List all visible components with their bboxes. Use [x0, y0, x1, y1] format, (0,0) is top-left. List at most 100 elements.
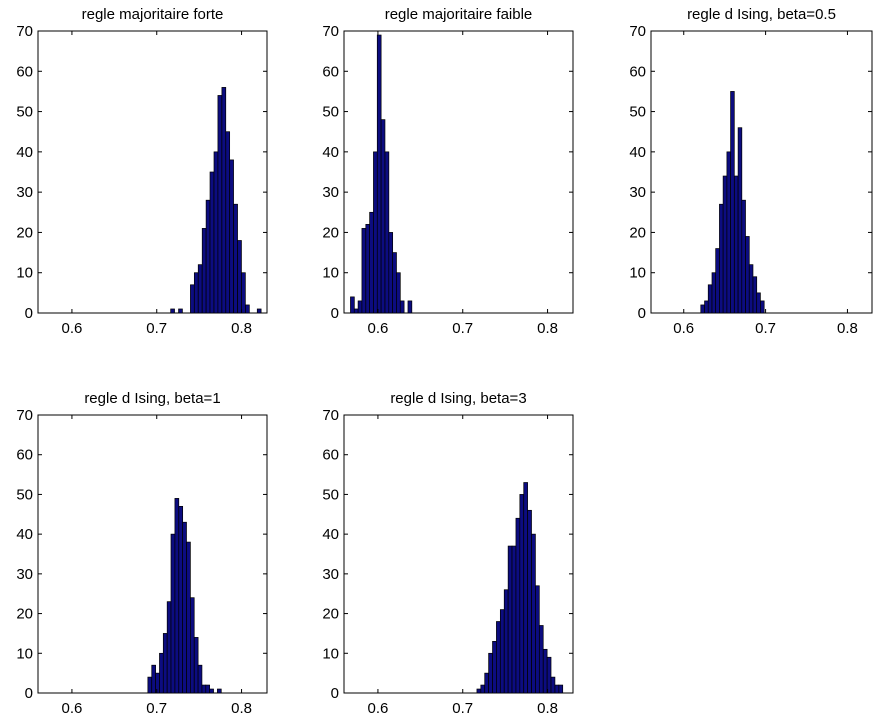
histogram-bar	[704, 300, 709, 314]
histogram-bar	[507, 545, 513, 694]
histogram-bar	[190, 597, 195, 694]
histogram-bar	[538, 625, 544, 694]
x-tick-label: 0.7	[146, 320, 167, 337]
histogram-bar	[542, 648, 548, 694]
x-tick-label: 0.8	[537, 700, 558, 717]
y-tick-label: 40	[322, 526, 339, 543]
histogram-bar	[715, 248, 720, 314]
histogram-bar	[384, 151, 390, 314]
histogram-bar	[496, 621, 501, 694]
histogram-bar	[380, 119, 386, 314]
y-tick-label: 0	[638, 305, 646, 322]
histogram-bar	[511, 545, 517, 694]
histogram-bar	[484, 672, 489, 694]
panel-title: regle d Ising, beta=0.5	[687, 6, 836, 23]
histogram-bar	[209, 171, 215, 314]
histogram-panel-ising-beta-3: regle d Ising, beta=3 0 10 20 30 40 50 60 70 0.6…	[322, 390, 574, 717]
histogram-bar	[745, 236, 750, 314]
histogram-bar	[756, 292, 761, 314]
histogram-panel-regle-majoritaire-forte: regle majoritaire forte 0 10 20 30 40 50 60 70 0…	[16, 6, 268, 337]
x-tick-label: 0.6	[367, 320, 388, 337]
y-tick-label: 10	[16, 645, 33, 662]
histogram-bar	[170, 533, 176, 694]
histogram-bar	[159, 652, 164, 694]
histogram-bar	[217, 95, 223, 314]
histogram-bar	[155, 672, 160, 694]
histogram-bar	[205, 199, 211, 314]
y-tick-label: 20	[322, 224, 339, 241]
histogram-bar	[476, 688, 482, 694]
histogram-bar	[217, 688, 222, 694]
histogram-panel-ising-beta-1: regle d Ising, beta=1 0 10 20 30 40 50 60 70 0.6…	[16, 390, 268, 717]
histogram-bar	[147, 676, 153, 694]
histogram-bar	[523, 482, 528, 694]
histogram-bar	[733, 175, 739, 314]
histogram-bar	[752, 276, 758, 314]
histogram-bar	[499, 609, 505, 694]
y-tick-label: 60	[322, 63, 339, 80]
y-tick-label: 10	[322, 265, 339, 282]
y-tick-label: 70	[16, 407, 33, 424]
x-tick-label: 0.8	[231, 700, 252, 717]
y-tick-label: 30	[16, 566, 33, 583]
axes-frame	[650, 30, 873, 314]
x-tick-label: 0.7	[146, 700, 167, 717]
y-tick-label: 0	[331, 305, 339, 322]
histogram-bar	[531, 533, 536, 694]
histogram-panel-regle-majoritaire-faible: regle majoritaire faible 0 10 20 30 40 50 60 70…	[322, 6, 574, 337]
histogram-bar	[376, 34, 382, 314]
histogram-bar	[399, 300, 405, 314]
histogram-bar	[193, 272, 199, 314]
histogram-bar	[707, 284, 713, 314]
histogram-bar	[162, 633, 168, 694]
histogram-bar	[209, 688, 214, 694]
histogram-bar	[237, 240, 242, 314]
histogram-bar	[245, 304, 250, 314]
y-tick-label: 40	[16, 144, 33, 161]
panel-title: regle majoritaire forte	[82, 6, 224, 23]
histogram-bar	[174, 498, 180, 694]
histogram-bar	[221, 87, 227, 314]
histogram-bar	[186, 541, 191, 694]
histogram-bar	[396, 272, 401, 314]
y-tick-label: 70	[322, 407, 339, 424]
y-tick-label: 70	[322, 23, 339, 40]
histogram-bar	[535, 585, 540, 694]
y-tick-label: 30	[16, 184, 33, 201]
histogram-bar	[722, 175, 728, 314]
y-tick-label: 10	[322, 645, 339, 662]
x-tick-label: 0.6	[367, 700, 388, 717]
y-tick-label: 20	[322, 606, 339, 623]
axes-frame	[37, 414, 268, 694]
y-tick-label: 50	[16, 486, 33, 503]
histogram-bar	[201, 228, 207, 314]
histogram-panel-ising-beta-0-5: regle d Ising, beta=0.5 0 10 20 30 40 50 60 70 0…	[629, 6, 873, 337]
histogram-bar	[519, 494, 525, 694]
y-tick-label: 0	[25, 685, 33, 702]
histogram-bar	[182, 521, 187, 694]
panel-title: regle d Ising, beta=1	[84, 390, 220, 407]
y-tick-label: 60	[16, 447, 33, 464]
y-tick-label: 20	[16, 224, 33, 241]
histogram-bar	[711, 272, 717, 314]
histogram-bar	[190, 284, 195, 314]
histogram-bar	[205, 684, 210, 694]
histogram-bar	[554, 684, 560, 694]
y-tick-label: 60	[16, 63, 33, 80]
y-tick-label: 40	[16, 526, 33, 543]
histogram-bar	[213, 151, 219, 314]
x-tick-label: 0.6	[61, 700, 82, 717]
histogram-bar	[392, 252, 397, 314]
panel-title: regle majoritaire faible	[385, 6, 533, 23]
x-tick-label: 0.8	[837, 320, 858, 337]
y-tick-label: 0	[331, 685, 339, 702]
y-tick-label: 30	[629, 184, 646, 201]
histogram-bar	[178, 505, 184, 694]
histogram-bar	[730, 91, 735, 314]
histogram-bar	[503, 589, 509, 694]
histogram-bar	[201, 684, 207, 694]
histogram-bar	[256, 308, 262, 314]
histogram-bar	[365, 224, 371, 314]
histogram-bar	[151, 664, 156, 694]
